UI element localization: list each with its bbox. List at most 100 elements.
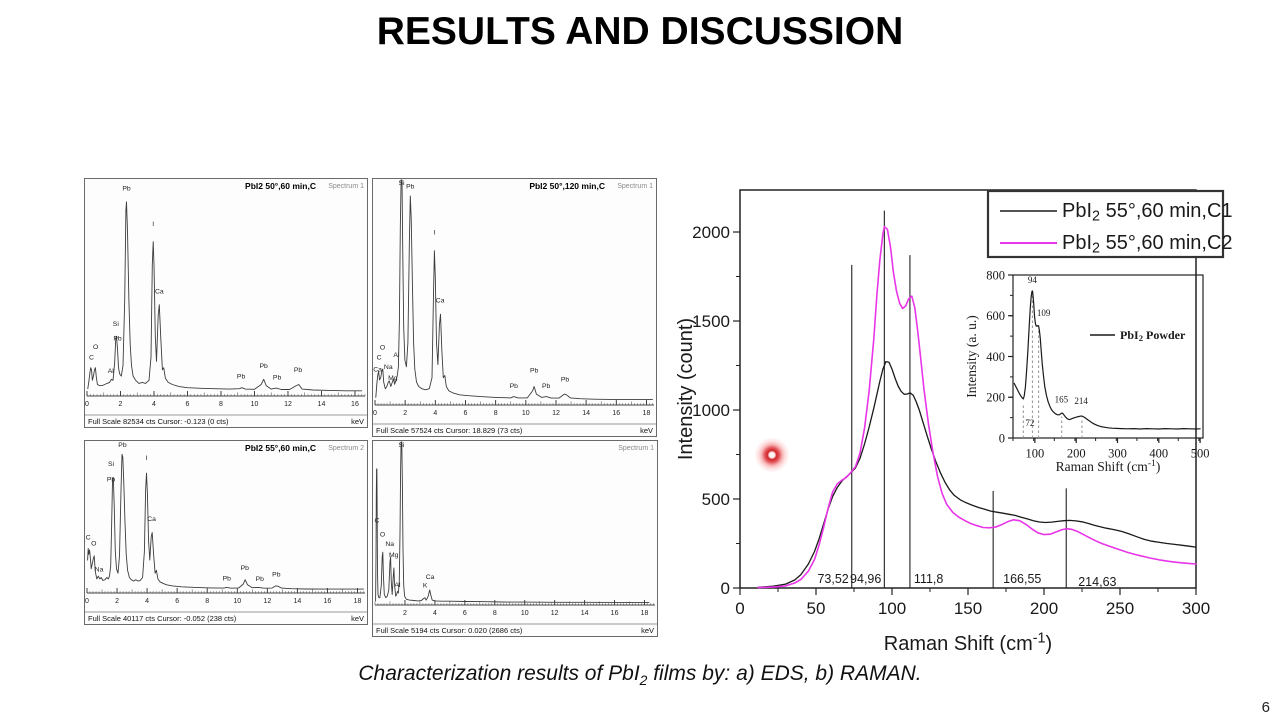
svg-text:100: 100 <box>878 599 906 618</box>
svg-text:C: C <box>377 354 382 361</box>
raman-legend: PbI2 55°,60 min,C1 PbI2 55°,60 min,C2 <box>986 189 1233 259</box>
svg-text:Pb: Pb <box>107 477 116 484</box>
svg-text:111,8: 111,8 <box>914 572 943 586</box>
svg-text:4: 4 <box>433 610 437 617</box>
svg-text:0: 0 <box>85 598 89 605</box>
svg-text:500: 500 <box>1191 447 1210 461</box>
svg-text:O: O <box>93 344 98 351</box>
svg-text:K: K <box>423 583 428 590</box>
svg-text:4: 4 <box>433 410 437 417</box>
svg-text:Intensity (count): Intensity (count) <box>675 318 697 460</box>
svg-text:250: 250 <box>1106 599 1134 618</box>
svg-text:72: 72 <box>1025 418 1034 428</box>
svg-text:Ca: Ca <box>426 574 435 581</box>
svg-text:Mg: Mg <box>389 552 399 559</box>
svg-text:8: 8 <box>493 610 497 617</box>
caption-subscript: 2 <box>639 672 648 689</box>
svg-text:Full Scale 40117 cts Cursor: -: Full Scale 40117 cts Cursor: -0.052 (238… <box>88 614 237 623</box>
svg-text:keV: keV <box>641 626 654 635</box>
svg-text:0: 0 <box>85 401 89 408</box>
svg-text:16: 16 <box>612 410 620 417</box>
svg-text:150: 150 <box>954 599 982 618</box>
svg-text:0: 0 <box>735 599 744 618</box>
svg-text:Al: Al <box>393 352 400 359</box>
svg-text:keV: keV <box>351 417 364 426</box>
svg-text:18: 18 <box>641 610 649 617</box>
raman-inset-legend: PbI2 Powder <box>1090 328 1186 343</box>
svg-text:165: 165 <box>1055 394 1069 404</box>
svg-text:I: I <box>146 455 148 462</box>
svg-text:200: 200 <box>1067 447 1086 461</box>
eds-plot-2: 0 2 4 6 8 10 12 14 16 18 Full Scale 57524 cts Curs… <box>372 178 657 437</box>
svg-text:4: 4 <box>152 401 156 408</box>
svg-text:Al: Al <box>394 582 401 589</box>
eds-4-svg: 2 4 6 8 10 12 14 16 18 Full Scale 5194 cts Cursor… <box>372 440 658 637</box>
svg-text:400: 400 <box>986 350 1005 364</box>
svg-text:Raman Shift (cm-1): Raman Shift (cm-1) <box>1056 458 1161 474</box>
svg-text:6: 6 <box>464 410 468 417</box>
svg-text:400: 400 <box>1149 447 1168 461</box>
svg-text:200: 200 <box>1030 599 1058 618</box>
svg-text:200: 200 <box>986 391 1005 405</box>
svg-text:Full Scale 57524 cts Cursor: 1: Full Scale 57524 cts Cursor: 18.829 (73 … <box>376 426 523 435</box>
svg-text:166,55: 166,55 <box>1003 572 1041 586</box>
svg-text:18: 18 <box>354 598 362 605</box>
svg-text:Pb: Pb <box>260 363 269 370</box>
svg-text:Pb: Pb <box>272 572 281 579</box>
svg-text:14: 14 <box>581 610 589 617</box>
figure-caption: Characterization results of PbI2 films b… <box>0 662 1280 688</box>
svg-text:8: 8 <box>205 598 209 605</box>
svg-text:Pb: Pb <box>542 383 551 390</box>
svg-text:Ca: Ca <box>373 366 382 373</box>
svg-text:PbI2 Powder: PbI2 Powder <box>1120 328 1186 343</box>
svg-text:keV: keV <box>640 426 653 435</box>
svg-text:10: 10 <box>522 410 530 417</box>
svg-text:Al: Al <box>108 368 115 375</box>
eds-3-svg: 0 2 4 6 8 10 12 14 16 18 Full Scale 40117 cts Curs… <box>84 440 368 625</box>
svg-text:Raman Shift (cm-1): Raman Shift (cm-1) <box>884 630 1052 655</box>
svg-text:Si: Si <box>399 180 406 187</box>
svg-text:Pb: Pb <box>530 368 539 375</box>
svg-text:94: 94 <box>1028 275 1038 285</box>
svg-text:500: 500 <box>702 490 730 509</box>
svg-text:PbI2 55°,60 min,C2: PbI2 55°,60 min,C2 <box>1062 232 1233 257</box>
svg-text:Pb: Pb <box>241 565 250 572</box>
svg-text:10: 10 <box>233 598 241 605</box>
svg-text:2: 2 <box>403 610 407 617</box>
page-title: RESULTS AND DISCUSSION <box>376 10 904 53</box>
svg-text:C: C <box>86 535 91 542</box>
svg-text:8: 8 <box>494 410 498 417</box>
eds-1-svg: 0 2 4 6 8 10 12 14 16 Full Scale 82534 cts Cursor… <box>84 178 368 428</box>
svg-text:0: 0 <box>721 579 730 598</box>
svg-text:Spectrum 2: Spectrum 2 <box>328 445 364 452</box>
svg-text:Pb: Pb <box>294 367 303 374</box>
svg-text:Na: Na <box>384 364 393 371</box>
svg-text:O: O <box>380 345 385 352</box>
caption-pre: Characterization results of PbI <box>358 662 640 685</box>
svg-text:214: 214 <box>1074 396 1088 406</box>
svg-text:Pb: Pb <box>406 184 415 191</box>
svg-text:73,52: 73,52 <box>817 572 848 586</box>
svg-text:Full Scale 5194 cts Cursor: 0.: Full Scale 5194 cts Cursor: 0.020 (2686 … <box>376 626 523 635</box>
svg-text:Ca: Ca <box>147 516 156 523</box>
laser-pointer-dot <box>755 438 789 472</box>
svg-text:10: 10 <box>251 401 259 408</box>
svg-text:Si: Si <box>108 461 115 468</box>
svg-text:8: 8 <box>219 401 223 408</box>
svg-text:12: 12 <box>552 410 560 417</box>
svg-text:PbI2 50°,120 min,C: PbI2 50°,120 min,C <box>529 181 605 191</box>
svg-text:Intensity (a. u.): Intensity (a. u.) <box>964 315 979 397</box>
svg-text:0: 0 <box>999 431 1005 445</box>
svg-text:300: 300 <box>1182 599 1210 618</box>
svg-text:14: 14 <box>582 410 590 417</box>
svg-text:Pb: Pb <box>122 185 131 192</box>
page-number: 6 <box>1261 699 1270 716</box>
svg-text:Si: Si <box>398 442 405 449</box>
svg-text:Pb: Pb <box>510 383 519 390</box>
svg-text:Na: Na <box>95 567 104 574</box>
svg-text:Ca: Ca <box>436 297 445 304</box>
svg-text:600: 600 <box>986 309 1005 323</box>
svg-text:50: 50 <box>807 599 826 618</box>
svg-text:100: 100 <box>1026 447 1045 461</box>
